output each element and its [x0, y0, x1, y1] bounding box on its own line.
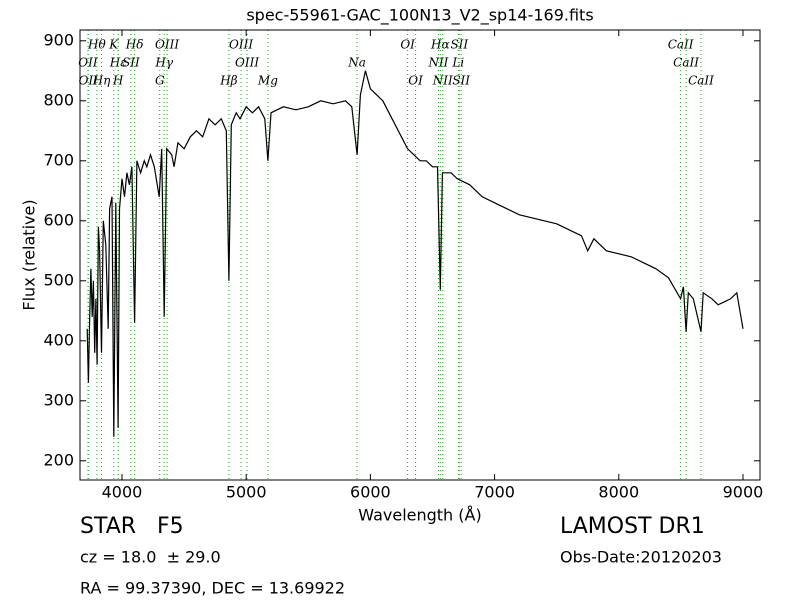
spectral-line-label: Hθ	[87, 38, 106, 52]
x-tick-label: 4000	[102, 483, 143, 502]
chart-title: spec-55961-GAC_100N13_V2_sp14-169.fits	[246, 6, 593, 26]
spectral-line-label: Hγ	[154, 56, 173, 70]
spectral-line-label: OIII	[235, 56, 259, 70]
y-tick-label: 200	[43, 450, 74, 469]
y-tick-label: 800	[43, 90, 74, 109]
spectral-line-label: Na	[347, 56, 366, 70]
spectral-line-label: Hδ	[125, 38, 144, 52]
x-tick-label: 7000	[474, 483, 515, 502]
plot-frame	[79, 29, 761, 481]
y-tick-label: 300	[43, 390, 74, 409]
y-tick-label: 600	[43, 210, 74, 229]
spectral-line-label: Hη	[92, 74, 111, 88]
coordinates: RA = 99.37390, DEC = 13.69922	[80, 579, 345, 598]
x-tick-label: 6000	[350, 483, 391, 502]
spectral-line-label: Li	[451, 56, 464, 70]
x-tick-label: 8000	[598, 483, 639, 502]
spectral-line-label: CaII	[673, 56, 699, 70]
spectral-line-label: OII	[79, 74, 99, 88]
spectral-line-label: H	[112, 74, 124, 88]
spectral-line-label: G	[155, 74, 165, 88]
spectrum	[86, 70, 744, 437]
y-tick-label: 700	[43, 150, 74, 169]
survey: LAMOST DR1	[560, 514, 705, 539]
spectral-line-label: SII	[452, 74, 470, 88]
x-tick-label: 9000	[723, 483, 764, 502]
spectral-line-label: OIII	[155, 38, 179, 52]
y-tick-label: 400	[43, 330, 74, 349]
spectral-line-label: Mg	[257, 74, 278, 88]
redshift: cz = 18.0 ± 29.0	[80, 548, 221, 567]
object-class: STAR F5	[80, 514, 184, 539]
spectral-line-label: CaII	[688, 74, 714, 88]
spectral-line-label: NII	[427, 56, 448, 70]
spectral-line-label: OI	[400, 38, 415, 52]
obs-date: Obs-Date:20120203	[560, 548, 722, 567]
spectral-line-label: NII	[432, 74, 453, 88]
spectral-line-label: K	[108, 38, 119, 52]
y-axis-label: Flux (relative)	[20, 199, 39, 310]
x-tick-label: 5000	[226, 483, 267, 502]
spectral-line-label: Hα	[430, 38, 450, 52]
y-tick-label: 900	[43, 30, 74, 49]
spectral-line-label: SII	[450, 38, 468, 52]
spectral-line-label: OI	[408, 74, 423, 88]
spectral-line-label: CaII	[668, 38, 694, 52]
x-axis-label: Wavelength (Å)	[358, 506, 481, 525]
spectral-line-label: SII	[122, 56, 140, 70]
spectral-line-label: Hβ	[219, 74, 237, 88]
spectral-line-label: OIII	[229, 38, 253, 52]
y-tick-label: 500	[43, 270, 74, 289]
